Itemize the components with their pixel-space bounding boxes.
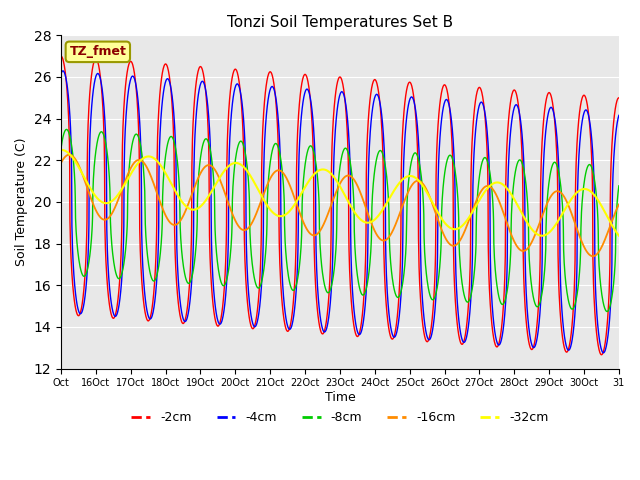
-8cm: [599, 299, 607, 304]
-2cm: [599, 350, 607, 356]
-32cm: [599, 205, 607, 211]
-32cm: [497, 180, 504, 186]
-32cm: [314, 168, 322, 174]
-16cm: [600, 241, 607, 247]
-32cm: [57, 147, 65, 153]
-4cm: [600, 350, 607, 356]
-2cm: [328, 137, 336, 143]
-8cm: [599, 297, 607, 303]
-8cm: [314, 178, 322, 183]
-8cm: [497, 300, 504, 305]
-2cm: [599, 350, 607, 356]
-32cm: [615, 233, 623, 239]
-4cm: [497, 340, 504, 346]
Line: -2cm: -2cm: [61, 56, 619, 355]
Line: -4cm: -4cm: [61, 71, 619, 353]
-4cm: [329, 259, 337, 265]
Line: -16cm: -16cm: [61, 155, 619, 256]
-4cm: [314, 288, 322, 293]
-8cm: [329, 278, 337, 284]
-2cm: [497, 334, 504, 340]
-32cm: [329, 172, 337, 178]
-32cm: [86, 184, 93, 190]
-4cm: [615, 112, 623, 118]
-16cm: [599, 241, 607, 247]
-2cm: [598, 352, 605, 358]
Line: -8cm: -8cm: [61, 130, 619, 312]
-4cm: [599, 350, 607, 356]
X-axis label: Time: Time: [324, 391, 355, 404]
-16cm: [589, 253, 596, 259]
-16cm: [497, 202, 504, 208]
-4cm: [59, 68, 67, 74]
-16cm: [615, 202, 623, 207]
-4cm: [599, 349, 607, 355]
-32cm: [58, 147, 65, 153]
Legend: -2cm, -4cm, -8cm, -16cm, -32cm: -2cm, -4cm, -8cm, -16cm, -32cm: [126, 406, 554, 429]
-16cm: [329, 199, 337, 204]
-2cm: [86, 95, 93, 100]
Y-axis label: Soil Temperature (C): Soil Temperature (C): [15, 138, 28, 266]
-32cm: [600, 206, 607, 212]
-16cm: [57, 160, 65, 166]
-8cm: [57, 145, 65, 151]
-16cm: [86, 192, 93, 198]
-2cm: [57, 53, 65, 59]
-16cm: [65, 152, 73, 157]
-2cm: [615, 95, 623, 101]
Line: -32cm: -32cm: [61, 150, 619, 236]
Text: TZ_fmet: TZ_fmet: [69, 45, 126, 59]
-4cm: [86, 140, 93, 145]
-8cm: [615, 183, 623, 189]
-4cm: [57, 71, 65, 77]
-2cm: [314, 308, 321, 314]
-16cm: [314, 231, 322, 237]
-8cm: [604, 309, 611, 314]
Title: Tonzi Soil Temperatures Set B: Tonzi Soil Temperatures Set B: [227, 15, 453, 30]
-32cm: [538, 233, 546, 239]
-8cm: [63, 127, 70, 132]
-8cm: [86, 253, 93, 259]
